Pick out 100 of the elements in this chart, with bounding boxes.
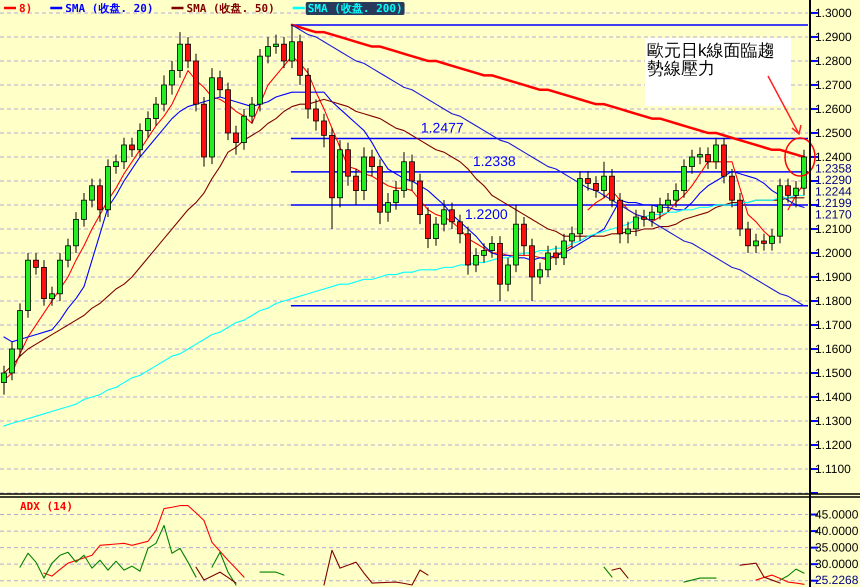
candlestick	[185, 36, 191, 69]
candlestick	[145, 110, 151, 138]
ref-line-label: 1.2338	[472, 152, 516, 169]
candlestick	[49, 286, 55, 306]
candlestick	[97, 178, 103, 222]
candlestick	[705, 146, 711, 170]
candlestick	[433, 216, 439, 246]
candlestick	[65, 238, 71, 268]
y-tick-label: 1.2100	[815, 222, 852, 236]
y-tick-label: 1.1300	[815, 414, 852, 428]
candlestick	[785, 178, 791, 204]
ref-line-label: 1.2477	[420, 119, 464, 136]
y-tick-label: 1.1200	[815, 438, 852, 452]
candlestick	[673, 182, 679, 208]
text: 1.2290	[815, 172, 852, 187]
candlestick	[289, 24, 295, 69]
candlestick	[521, 216, 527, 256]
y-tick-label: 1.1700	[815, 318, 852, 332]
y-tick-label: 1.1400	[815, 390, 852, 404]
candlestick	[761, 233, 767, 252]
y-tick-label: 1.2600	[815, 102, 852, 116]
candlestick	[153, 96, 159, 126]
candlestick	[169, 60, 175, 96]
y-tick-label: 35.0000	[815, 540, 859, 555]
legend-label: 8)	[19, 2, 32, 15]
y-tick-label: 1.1900	[815, 270, 852, 284]
candlestick	[545, 245, 551, 278]
candlestick	[537, 262, 543, 285]
chart-title: ADX (14)	[20, 500, 73, 513]
candlestick	[9, 341, 15, 381]
candlestick	[265, 36, 271, 64]
candlestick	[473, 248, 479, 273]
candlestick	[369, 149, 375, 177]
y-tick-label: 1.1500	[815, 366, 852, 380]
candlestick	[129, 137, 135, 158]
candlestick	[449, 202, 455, 230]
text: 1.2170	[815, 207, 852, 222]
candlestick	[353, 168, 359, 206]
candlestick	[457, 214, 463, 244]
candlestick	[641, 209, 647, 228]
candlestick	[321, 113, 327, 148]
candlestick	[233, 125, 239, 156]
legend-label: SMA (收盘. 50)	[186, 2, 275, 15]
candlestick	[481, 242, 487, 264]
legend-label: SMA (收盘. 20)	[65, 2, 154, 15]
text: 1.2199	[815, 196, 852, 210]
y-tick-label: 1.3000	[815, 6, 852, 20]
candlestick	[729, 168, 735, 208]
y-tick-label: 40.0000	[815, 524, 859, 538]
candlestick	[593, 176, 599, 198]
candlestick	[657, 197, 663, 220]
legend-label: SMA (收盘. 200)	[308, 2, 403, 15]
candlestick	[281, 36, 287, 69]
candlestick	[697, 146, 703, 165]
y-tick-label: 1.2900	[815, 30, 852, 44]
text: 25.2268	[815, 573, 859, 587]
candlestick	[441, 200, 447, 232]
candlestick	[561, 233, 567, 266]
candlestick	[489, 236, 495, 258]
y-tick-label: 1.2400	[815, 150, 852, 164]
candlestick	[625, 221, 631, 244]
candlestick	[601, 161, 607, 198]
text: 1.2358	[815, 161, 852, 176]
candlestick	[137, 122, 143, 158]
y-tick-label: 1.2000	[815, 246, 852, 260]
candlestick	[713, 137, 719, 170]
candlestick	[553, 245, 559, 266]
candlestick	[505, 257, 511, 292]
candlestick	[161, 74, 167, 112]
candlestick	[649, 204, 655, 228]
candlestick	[217, 70, 223, 98]
y-tick-label: 1.2500	[815, 126, 852, 140]
candlestick	[753, 233, 759, 254]
candlestick	[633, 209, 639, 237]
y-tick-label: 1.1100	[815, 462, 852, 476]
candlestick	[769, 228, 775, 252]
candlestick	[665, 192, 671, 213]
y-tick-label: 1.2700	[815, 78, 852, 92]
candlestick	[585, 170, 591, 192]
line-series	[291, 24, 805, 306]
ref-line-label: 1.2200	[464, 206, 508, 222]
candlestick	[385, 192, 391, 222]
candlestick	[409, 154, 415, 192]
candlestick	[609, 168, 615, 208]
candlestick	[313, 98, 319, 132]
candlestick	[681, 158, 687, 198]
candlestick	[249, 96, 255, 124]
y-tick-label: 30.0000	[815, 557, 859, 572]
candlestick	[793, 180, 799, 208]
candlestick	[689, 149, 695, 174]
y-tick-label: 1.1800	[815, 294, 852, 308]
candlestick	[81, 192, 87, 228]
candlestick	[89, 178, 95, 208]
y-tick-label: 1.2800	[815, 54, 852, 68]
candlestick	[745, 221, 751, 254]
candlestick	[121, 137, 127, 170]
candlestick	[393, 180, 399, 210]
y-tick-label: 45.0000	[815, 508, 859, 522]
candlestick	[1, 365, 7, 396]
annotation: 歐元日k線面臨趨勢線壓力	[647, 41, 774, 78]
